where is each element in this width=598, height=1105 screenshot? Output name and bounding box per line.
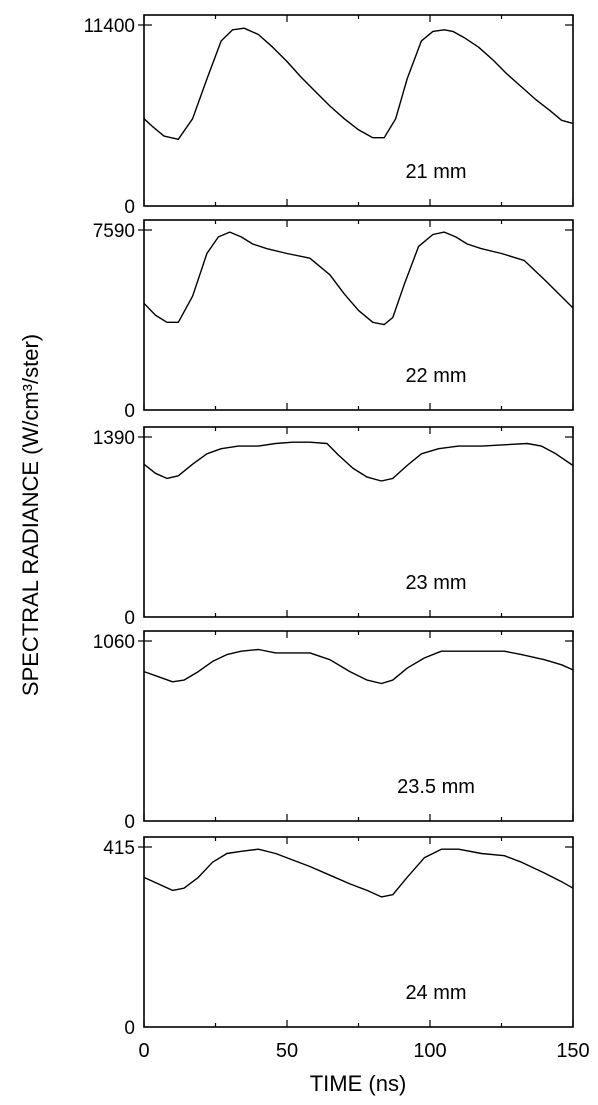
plot-frame	[143, 219, 574, 411]
y-tick-label: 0	[124, 812, 135, 833]
series-line	[143, 648, 574, 685]
panel-annotation: 23.5 mm	[397, 776, 475, 798]
panel-annotation: 22 mm	[405, 365, 466, 387]
x-axis-label: TIME (ns)	[310, 1071, 407, 1096]
y-axis-label: SPECTRAL RADIANCE (W/cm³/ster)	[18, 334, 43, 696]
y-tick-label: 0	[124, 608, 135, 629]
panel-annotation: 24 mm	[405, 982, 466, 1004]
y-tick-label: 0	[124, 197, 135, 218]
y-tick-label: 0	[124, 1018, 135, 1039]
plot-frame	[143, 836, 574, 1028]
x-tick-label: 150	[556, 1040, 589, 1062]
series-line	[143, 231, 574, 326]
panel-annotation: 23 mm	[405, 572, 466, 594]
chart-panels: 0 11400 21 mm 0 7590 22 mm 0 1390 23 mm 0 1060 23.5…	[84, 14, 590, 1062]
x-tick-label: 100	[413, 1040, 446, 1062]
y-tick-label: 7590	[93, 221, 135, 242]
chart-panel-3: 0 1390 23 mm	[93, 426, 574, 629]
y-tick-label: 0	[124, 401, 135, 422]
series-line	[143, 27, 574, 141]
series-line	[143, 848, 574, 898]
x-tick-label: 0	[138, 1040, 149, 1062]
y-tick-label: 11400	[84, 16, 135, 37]
series-line	[143, 441, 574, 482]
y-tick-label: 1060	[93, 632, 135, 653]
panel-annotation: 21 mm	[405, 161, 466, 183]
chart-panel-4: 0 1060 23.5 mm	[93, 630, 574, 833]
y-tick-label: 415	[103, 838, 135, 859]
plot-frame	[143, 630, 574, 822]
chart-panel-1: 0 11400 21 mm	[84, 14, 574, 218]
x-tick-label: 50	[276, 1040, 298, 1062]
plot-frame	[143, 14, 574, 207]
plot-frame	[143, 426, 574, 618]
chart-panel-2: 0 7590 22 mm	[93, 219, 574, 422]
y-tick-label: 1390	[93, 428, 135, 449]
chart-panel-5: 0 415 24 mm 0 50 100 150	[103, 836, 590, 1062]
